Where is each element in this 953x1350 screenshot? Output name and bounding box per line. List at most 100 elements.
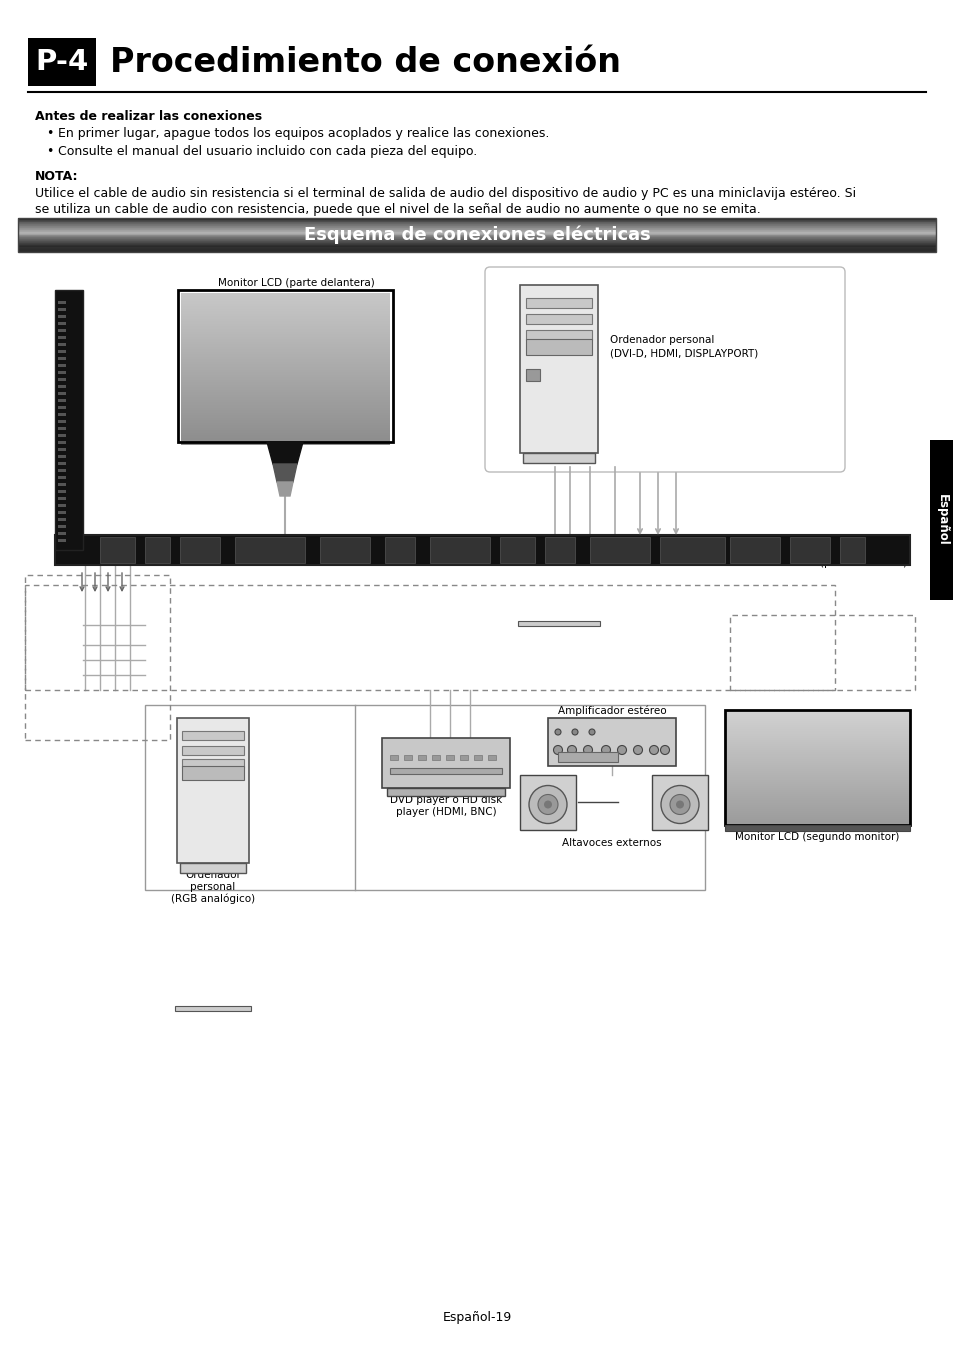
Text: Monitor LCD (parte delantera): Monitor LCD (parte delantera)	[218, 278, 375, 288]
Bar	[180, 537, 220, 563]
Bar	[58, 525, 66, 528]
Bar	[724, 710, 909, 825]
Bar	[519, 285, 598, 454]
Bar	[55, 535, 909, 566]
Bar	[178, 290, 393, 441]
Circle shape	[633, 745, 641, 755]
Bar	[58, 329, 66, 332]
Bar	[182, 747, 244, 755]
Bar	[659, 537, 724, 563]
Circle shape	[601, 745, 610, 755]
Bar	[525, 339, 592, 355]
Bar	[929, 440, 953, 599]
Bar	[390, 768, 501, 774]
Bar	[58, 427, 66, 431]
Bar	[25, 575, 170, 740]
Bar	[58, 315, 66, 319]
Bar	[446, 755, 454, 760]
Circle shape	[529, 786, 566, 824]
Bar	[547, 718, 676, 765]
Text: Amplificador estéreo: Amplificador estéreo	[558, 705, 665, 716]
Bar	[234, 537, 305, 563]
Circle shape	[555, 729, 560, 734]
Circle shape	[588, 729, 595, 734]
Bar	[522, 454, 595, 463]
Bar	[58, 371, 66, 374]
Bar	[58, 433, 66, 437]
Bar	[58, 497, 66, 500]
Bar	[180, 863, 246, 873]
Bar	[651, 775, 707, 830]
Circle shape	[669, 795, 689, 814]
Text: Procedimiento de conexión: Procedimiento de conexión	[110, 46, 620, 78]
Text: Español-19: Español-19	[442, 1311, 511, 1324]
Text: Monitor LCD: Monitor LCD	[820, 545, 883, 555]
Bar	[58, 512, 66, 514]
Bar	[525, 369, 539, 381]
Circle shape	[537, 795, 558, 814]
Bar	[58, 518, 66, 521]
Bar	[58, 308, 66, 310]
Bar	[58, 462, 66, 464]
Circle shape	[659, 745, 669, 755]
Circle shape	[572, 729, 578, 734]
Polygon shape	[267, 441, 303, 464]
Bar	[145, 537, 170, 563]
Bar	[100, 537, 135, 563]
Bar	[525, 298, 592, 308]
Bar	[390, 755, 397, 760]
Circle shape	[617, 745, 626, 755]
Text: Antes de realizar las conexiones: Antes de realizar las conexiones	[35, 109, 262, 123]
Circle shape	[553, 745, 562, 755]
Bar	[58, 413, 66, 416]
Bar	[525, 329, 592, 340]
Bar	[517, 621, 599, 626]
Bar	[589, 537, 649, 563]
Bar	[729, 537, 780, 563]
Bar	[789, 537, 829, 563]
Text: se utiliza un cable de audio con resistencia, puede que el nivel de la señal de : se utiliza un cable de audio con resiste…	[35, 202, 760, 216]
Bar	[381, 738, 510, 788]
Circle shape	[676, 801, 683, 809]
Circle shape	[543, 801, 552, 809]
Circle shape	[660, 786, 699, 824]
Bar	[58, 483, 66, 486]
Bar	[58, 441, 66, 444]
Bar	[385, 537, 415, 563]
Bar	[319, 537, 370, 563]
Bar	[58, 539, 66, 541]
Bar	[177, 718, 249, 863]
Bar	[724, 825, 909, 832]
Text: DVD player o HD disk
player (HDMI, BNC): DVD player o HD disk player (HDMI, BNC)	[390, 795, 501, 817]
Bar	[58, 504, 66, 508]
Bar	[55, 290, 83, 549]
Text: •: •	[46, 127, 53, 140]
Bar	[58, 323, 66, 325]
Bar	[182, 765, 244, 780]
FancyBboxPatch shape	[484, 267, 844, 472]
Bar	[840, 537, 864, 563]
Bar	[58, 406, 66, 409]
Text: Esquema de conexiones eléctricas: Esquema de conexiones eléctricas	[303, 225, 650, 244]
Bar	[58, 532, 66, 535]
Text: •: •	[46, 144, 53, 158]
Bar	[58, 356, 66, 360]
Circle shape	[567, 745, 576, 755]
Bar	[58, 343, 66, 346]
Bar	[58, 350, 66, 352]
Bar	[519, 775, 576, 830]
Bar	[558, 752, 618, 761]
Bar	[58, 490, 66, 493]
Bar	[25, 585, 834, 690]
Bar	[403, 755, 412, 760]
Bar	[58, 301, 66, 304]
Bar	[58, 364, 66, 367]
Bar	[58, 400, 66, 402]
Text: Ordenador personal: Ordenador personal	[609, 335, 714, 346]
Polygon shape	[276, 482, 293, 495]
Bar	[58, 378, 66, 381]
Text: NOTA:: NOTA:	[35, 170, 78, 184]
Bar	[499, 537, 535, 563]
Bar	[459, 755, 468, 760]
Bar	[474, 755, 481, 760]
